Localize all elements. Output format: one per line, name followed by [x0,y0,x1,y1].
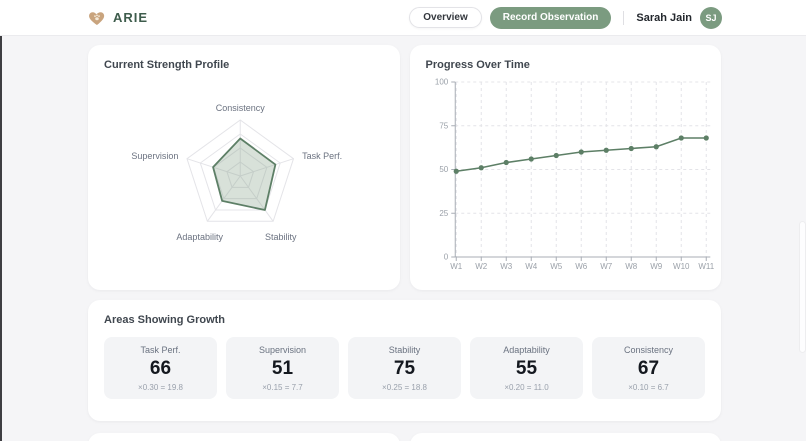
x-tick-label: W3 [500,262,513,271]
x-tick-label: W10 [673,262,690,271]
app-header: ARIE Overview Record Observation Sarah J… [0,0,806,36]
stat-value: 55 [515,357,538,379]
y-tick-label: 25 [439,209,448,218]
stat-label: Supervision [258,344,307,355]
x-tick-label: W2 [475,262,488,271]
stat-formula: ×0.20 = 11.0 [504,382,549,392]
stat-value: 75 [393,357,416,379]
stat-formula: ×0.15 = 7.7 [262,382,303,392]
x-tick-label: W6 [575,262,588,271]
header-divider [623,10,625,25]
brand: ARIE [88,9,148,26]
stat-formula: ×0.10 = 6.7 [628,382,669,392]
y-tick-label: 50 [439,165,448,174]
radar-axis-label: Stability [265,232,297,242]
radar-spoke [239,175,274,222]
radar-spoke [240,158,294,177]
x-tick-label: W9 [650,262,663,271]
stat-label: Adaptability [503,344,550,355]
user-name: Sarah Jain [636,11,692,24]
data-point[interactable] [503,159,509,166]
data-point[interactable] [603,147,609,153]
data-point[interactable] [453,168,459,174]
x-tick-label: W5 [550,262,563,271]
data-point[interactable] [678,135,684,141]
record-observation-button[interactable]: Record Observation [489,6,612,29]
radar-axis-label: Adaptability [176,232,223,242]
data-point[interactable] [653,144,659,150]
x-tick-label: W8 [625,262,638,271]
partial-card-right [409,433,721,441]
scrollbar-thumb[interactable] [800,222,805,352]
data-point[interactable] [703,135,709,141]
charts-row: Current Strength Profile Consistency Task… [88,45,721,290]
stat-value: 66 [149,357,172,379]
stat-formula: ×0.25 = 18.8 [382,382,427,392]
y-tick-label: 100 [434,78,448,87]
overview-button[interactable]: Overview [409,7,482,28]
progress-over-time-card: Progress Over Time 0 25 50 75 100 W1 W2 W3 W4 W5 W… [409,45,722,290]
radar-axis-label: Consistency [216,103,266,113]
radar-axis-label: Task Perf. [302,151,342,161]
stat-formula: ×0.30 = 19.8 [138,382,183,392]
radar-chart[interactable]: Consistency Task Perf. Stability Adaptabili… [88,45,400,290]
stat-label: Stability [388,344,421,355]
data-point[interactable] [478,165,484,171]
radar-grid-ring [213,147,268,200]
stat-value: 51 [271,357,294,379]
y-tick-label: 75 [439,121,448,130]
x-tick-label: W7 [600,262,613,271]
stat-card-stability: Stability 75 ×0.25 = 18.8 [348,337,461,399]
growth-title: Areas Showing Growth [104,314,226,326]
stats-row: Task Perf. 66 ×0.30 = 19.8 Supervision 5… [104,337,705,399]
x-tick-label: W1 [450,262,463,271]
radar-axis-label: Supervision [131,151,178,161]
stat-label: Consistency [623,344,674,355]
stat-card-consistency: Consistency 67 ×0.10 = 6.7 [592,337,705,399]
line-chart[interactable]: 0 25 50 75 100 W1 W2 W3 W4 W5 W6 W7 W8 W9 W10 W11 [410,45,722,290]
data-point[interactable] [578,149,584,155]
stat-label: Task Perf. [140,344,181,355]
strength-profile-card: Current Strength Profile Consistency Task… [88,45,400,290]
radar-polygon[interactable] [212,137,277,211]
partial-card-left [88,433,400,441]
data-point[interactable] [628,145,634,152]
x-tick-label: W4 [525,262,538,271]
y-tick-label: 0 [443,253,448,262]
progress-over-time-title: Progress Over Time [425,59,530,71]
heart-paw-logo-icon [88,9,106,26]
stat-card-task-perf: Task Perf. 66 ×0.30 = 19.8 [104,337,217,399]
stat-card-supervision: Supervision 51 ×0.15 = 7.7 [226,337,339,399]
avatar[interactable]: SJ [700,6,722,29]
stat-card-adaptability: Adaptability 55 ×0.20 = 11.0 [470,337,583,399]
radar-grid-ring [226,161,255,188]
radar-spoke [206,175,241,222]
radar-grid-ring [186,119,295,222]
stat-value: 67 [637,357,660,379]
data-point[interactable] [528,156,534,162]
brand-name: ARIE [113,10,149,25]
window-edge [0,36,2,441]
partial-cards-row [88,433,721,441]
data-point[interactable] [553,152,559,159]
strength-profile-title: Current Strength Profile [104,59,230,71]
header-actions: Overview Record Observation Sarah Jain S… [409,6,722,29]
x-tick-label: W11 [698,262,714,271]
growth-card: Areas Showing Growth Task Perf. 66 ×0.30… [88,300,721,421]
main-content: Current Strength Profile Consistency Task… [0,36,806,441]
radar-grid-ring [199,133,281,211]
